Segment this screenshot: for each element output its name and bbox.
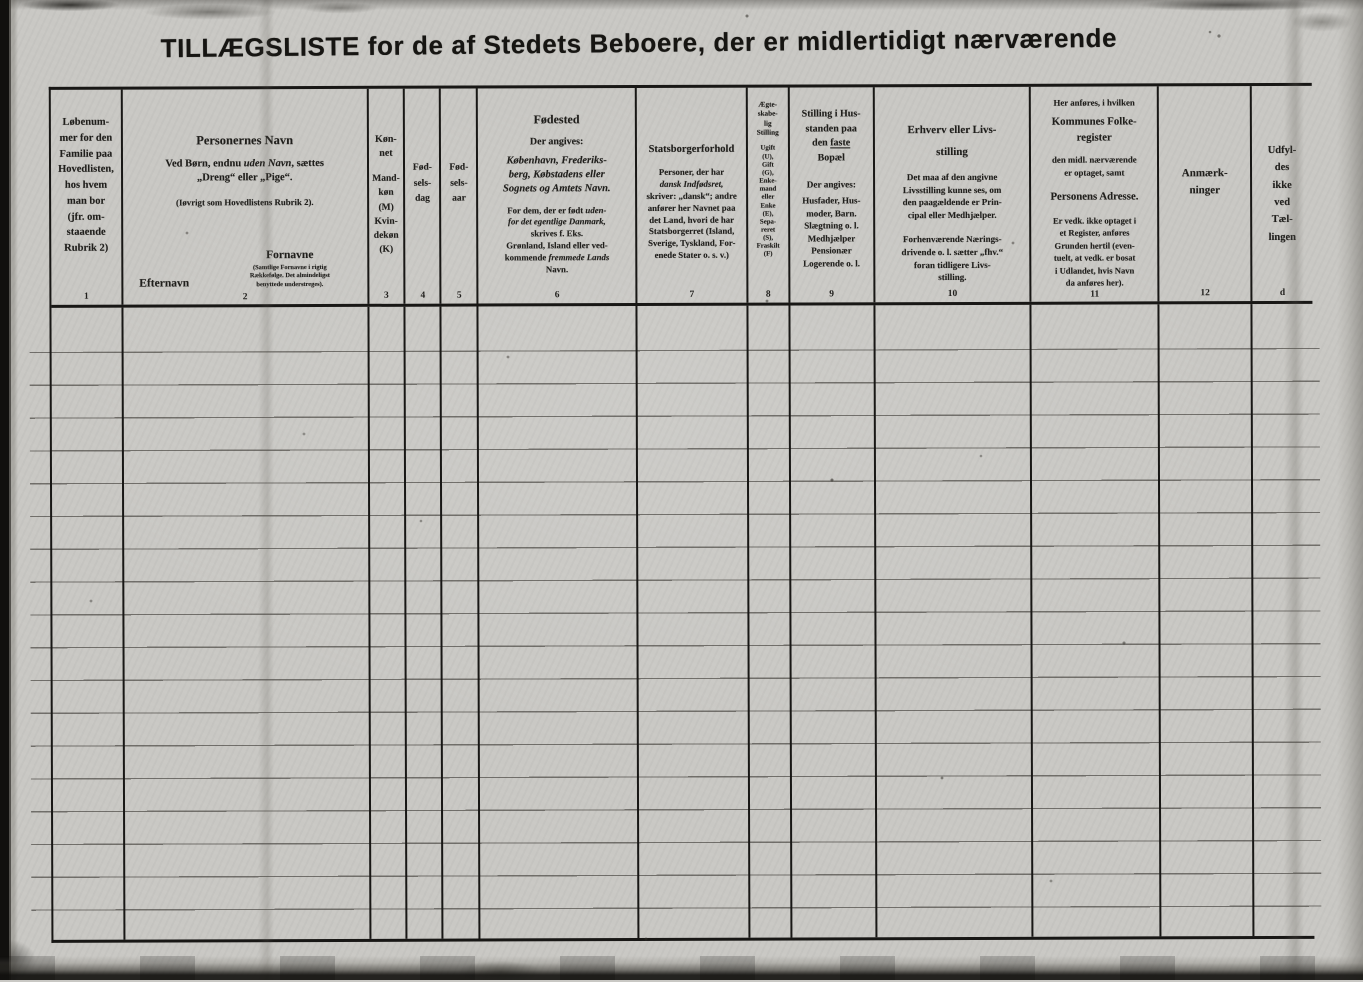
body-column-4 xyxy=(405,306,444,939)
citizenship-heading: Statsborgerforhold xyxy=(648,143,735,155)
remarks-heading: Anmærk- ninger xyxy=(1181,167,1228,197)
column-9-number: 9 xyxy=(829,289,835,300)
marital-status-heading: Ægte- skabe- lig Stilling xyxy=(756,100,779,137)
column-5-header: Fød- sels- aar 5 xyxy=(441,88,479,304)
body-column-8 xyxy=(748,305,793,938)
sex-heading: Køn- net xyxy=(375,133,397,159)
birthplace-places: København, Frederiks- berg, Købstadens e… xyxy=(502,155,611,195)
scan-fold-streak-left xyxy=(258,0,274,980)
scan-edge-right xyxy=(1337,0,1363,980)
surname-firstname-labels: Efternavn Fornavne (Samtlige Fornavne i … xyxy=(123,245,367,293)
body-column-3 xyxy=(368,306,408,939)
birthyear-text: Fød- sels- aar xyxy=(449,162,469,204)
page-title: TILLÆGSLISTE for de af Stedets Beboere, … xyxy=(160,22,1118,64)
table-body xyxy=(51,304,1314,940)
column-7-header: Statsborgerforhold Personer, der har dan… xyxy=(636,87,749,304)
household-position-heading: Stilling i Hus- standen paa den faste Bo… xyxy=(801,108,861,163)
table-header-row: Løbenum- mer for den Familie paa Hovedli… xyxy=(50,85,1313,308)
column-2-number: 2 xyxy=(242,292,248,303)
body-column-10 xyxy=(875,304,1034,938)
column-12-number: 12 xyxy=(1200,288,1210,299)
body-column-9 xyxy=(790,305,878,938)
birthplace-text: For dem, der er født uden- for det egent… xyxy=(504,204,610,275)
household-position-text: Husfader, Hus- moder, Barn. Slægtning o.… xyxy=(802,195,861,269)
register-pre: Her anføres, i hvilken xyxy=(1053,97,1135,108)
column-6-header: Fødested Der angives: København, Frederi… xyxy=(478,88,638,304)
birthday-text: Fød- sels- dag xyxy=(412,162,432,205)
column-7-number: 7 xyxy=(689,289,695,300)
register-heading: Kommunes Folke- register xyxy=(1051,115,1137,144)
column-4-header: Fød- sels- dag 4 xyxy=(405,88,442,304)
body-column-1 xyxy=(51,307,126,940)
body-column-7 xyxy=(637,305,751,939)
birthplace-sub: Der angives: xyxy=(529,136,584,148)
occupation-text1: Det maa af den angivne Livsstilling kunn… xyxy=(902,171,1002,220)
occupation-heading: Erhverv eller Livs- stilling xyxy=(907,123,997,159)
column-12-header: Anmærk- ninger 12 xyxy=(1159,86,1253,302)
register-mid: den midl. nærværende er optaget, samt xyxy=(1051,154,1137,178)
column-11-header: Her anføres, i hvilken Kommunes Folke- r… xyxy=(1031,86,1160,302)
scan-edge-top xyxy=(0,0,1363,10)
column-10-number: 10 xyxy=(947,289,958,300)
birthplace-heading: Fødested xyxy=(533,112,580,127)
column-1-header: Løbenum- mer for den Familie paa Hovedli… xyxy=(50,89,124,305)
census-table: Løbenum- mer for den Familie paa Hovedli… xyxy=(48,82,1315,943)
firstnames-note: (Samtlige Fornavne i rigtig Rækkefølge. … xyxy=(249,263,330,288)
names-instruction-line1: Ved Børn, endnu uden Navn, sættes xyxy=(165,157,325,170)
body-column-12 xyxy=(1159,304,1255,937)
body-column-6 xyxy=(478,306,640,939)
names-heading: Personernes Navn xyxy=(196,133,294,148)
column-6-number: 6 xyxy=(554,290,560,301)
column-4-number: 4 xyxy=(420,290,426,301)
column-3-header: Køn- net Mand- køn (M) Kvin- dekøn (K) 3 xyxy=(368,88,406,304)
column-2-header: Personernes Navn Ved Børn, endnu uden Na… xyxy=(122,88,369,305)
surname-label: Efternavn xyxy=(139,277,190,290)
sex-text: Mand- køn (M) Kvin- dekøn (K) xyxy=(372,173,400,256)
register-text: Er vedk. ikke optaget i et Register, anf… xyxy=(1052,215,1137,288)
scan-edge-left xyxy=(0,0,18,980)
body-column-2 xyxy=(123,306,371,940)
household-position-sub: Der angives: xyxy=(806,179,856,190)
scan-edge-bottom xyxy=(0,956,1363,980)
names-note: (Iøvrigt som Hovedlistens Rubrik 2). xyxy=(176,196,314,208)
column-5-number: 5 xyxy=(456,290,462,301)
body-column-11 xyxy=(1031,304,1162,937)
column-1-number: 1 xyxy=(83,291,89,302)
column-1-text: Løbenum- mer for den Familie paa Hovedli… xyxy=(58,116,114,254)
column-8-number: 8 xyxy=(765,289,771,300)
column-10-header: Erhverv eller Livs- stilling Det maa af … xyxy=(874,86,1032,303)
address-heading: Personens Adresse. xyxy=(1050,190,1139,203)
citizenship-text: Personer, der har dansk Indfødsret, skri… xyxy=(646,166,737,261)
column-8-header: Ægte- skabe- lig Stilling Ugift (U), Gif… xyxy=(747,87,791,303)
column-9-header: Stilling i Hus- standen paa den faste Bo… xyxy=(789,87,876,303)
column-11-number: 11 xyxy=(1090,289,1100,300)
marital-status-text: Ugift (U), Gift (G), Enke- mand eller En… xyxy=(756,145,780,259)
occupation-text2: Forhenværende Nærings- drivende o. l. sæ… xyxy=(901,234,1004,283)
body-column-5 xyxy=(441,306,481,939)
column-3-number: 3 xyxy=(383,290,389,301)
scan-fold-streak-right xyxy=(1284,0,1304,980)
names-instruction-line2: „Dreng“ eller „Pige“. xyxy=(196,172,293,184)
